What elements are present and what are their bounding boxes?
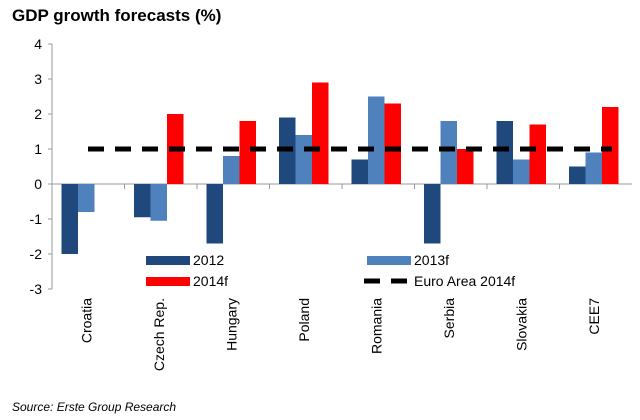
y-tick-label: 1 [34,141,42,157]
category-label: Romania [368,298,384,354]
bar-2014f-serbia [457,149,474,184]
bar-2012-czech-rep [134,184,151,218]
bar-2013f-czech-rep [150,184,167,221]
category-label: Slovakia [513,298,529,351]
bar-2012-slovakia [496,121,513,184]
chart-title: GDP growth forecasts (%) [12,6,222,25]
source-note: Source: Erste Group Research [12,400,177,414]
category-label: CEE7 [586,298,602,335]
bar-2013f-cee7 [585,152,602,184]
bar-2012-hungary [206,184,223,244]
legend-item: 2014f [146,273,228,289]
bar-2013f-slovakia [513,159,530,184]
bar-2014f-poland [312,82,329,184]
category-label: Poland [296,298,312,342]
y-tick-label: 4 [34,36,42,52]
bars [61,82,619,254]
bar-2013f-serbia [440,121,457,184]
bar-2013f-poland [295,135,312,184]
y-tick-label: 2 [34,106,42,122]
bar-2012-cee7 [569,166,586,184]
bar-2012-serbia [424,184,441,244]
bar-2014f-slovakia [529,124,546,184]
legend-item: 2013f [367,252,449,268]
category-label: Czech Rep. [151,298,167,371]
y-tick-label: -2 [30,246,43,262]
bar-2014f-hungary [239,121,256,184]
legend-label: 2013f [414,252,449,268]
category-label: Croatia [78,298,94,343]
legend-item: 2012 [146,252,224,268]
legend-swatch [367,256,411,265]
bar-2012-romania [351,159,368,184]
bar-2013f-hungary [223,156,240,184]
legend-swatch [146,277,190,286]
y-tick-label: -3 [30,281,43,297]
legend-label: 2012 [193,252,224,268]
legend-label: 2014f [193,273,228,289]
bar-2014f-cee7 [602,107,619,184]
y-tick-label: -1 [30,211,43,227]
y-tick-label: 0 [34,176,42,192]
y-tick-label: 3 [34,71,42,87]
category-label: Serbia [441,298,457,339]
bar-2012-croatia [61,184,78,254]
bar-2014f-romania [384,103,401,184]
category-label: Hungary [223,298,239,351]
legend-swatch [146,256,190,265]
bar-2013f-croatia [78,184,95,212]
bar-2013f-romania [368,96,385,184]
legend-label: Euro Area 2014f [414,273,515,289]
legend-item: Euro Area 2014f [364,273,515,289]
legend: 2012 2013f 2014f Euro Area 2014f [146,252,515,289]
category-labels: Croatia Czech Rep. Hungary Poland Romania Ser… [78,298,602,371]
